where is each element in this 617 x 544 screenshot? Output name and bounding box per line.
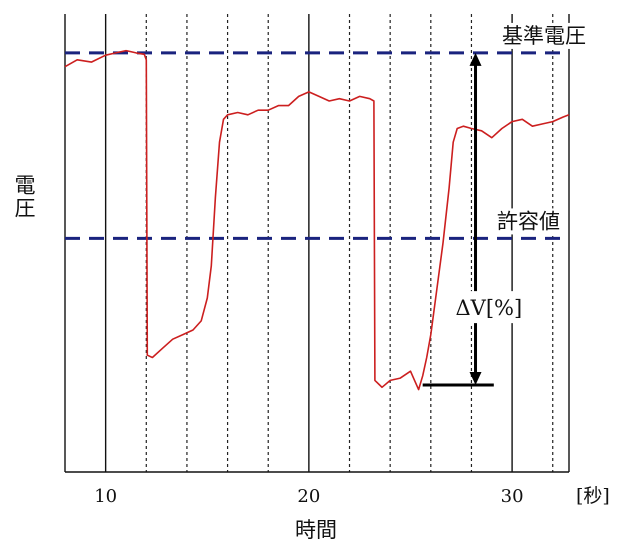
x-tick-label: 30 (501, 486, 524, 507)
arrow-head-up (469, 52, 482, 66)
y-axis-title: 電圧 (12, 174, 36, 220)
delta-v-annotation (422, 52, 494, 387)
reference-lines (65, 51, 569, 240)
x-tick-label: 10 (94, 486, 117, 507)
x-tick-labels: 10 20 30 (94, 486, 523, 507)
tolerance-label-bg (493, 208, 567, 235)
delta-v-label: ΔV[%] (456, 296, 523, 320)
tolerance-label: 許容値 (497, 209, 560, 233)
reference-voltage-label: 基準電圧 (502, 24, 586, 48)
grid-lines (64, 14, 570, 473)
x-axis-title: 時間 (295, 518, 337, 542)
x-tick-label: 20 (297, 486, 320, 507)
x-axis-unit: [秒] (576, 485, 610, 507)
voltage-series-line (64, 49, 570, 391)
arrow-head-down (469, 371, 482, 385)
delta-v-label-bg (451, 291, 542, 324)
reference-label-bg (498, 22, 592, 49)
